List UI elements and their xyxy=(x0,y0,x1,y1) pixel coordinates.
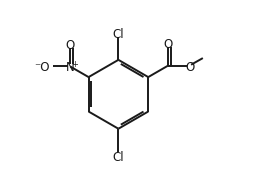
Text: O: O xyxy=(185,61,195,74)
Text: ⁻O: ⁻O xyxy=(34,61,50,74)
Text: Cl: Cl xyxy=(112,28,124,41)
Text: N: N xyxy=(66,61,75,74)
Text: O: O xyxy=(164,38,173,51)
Text: Cl: Cl xyxy=(112,151,124,164)
Text: O: O xyxy=(66,39,75,52)
Text: +: + xyxy=(71,60,78,69)
